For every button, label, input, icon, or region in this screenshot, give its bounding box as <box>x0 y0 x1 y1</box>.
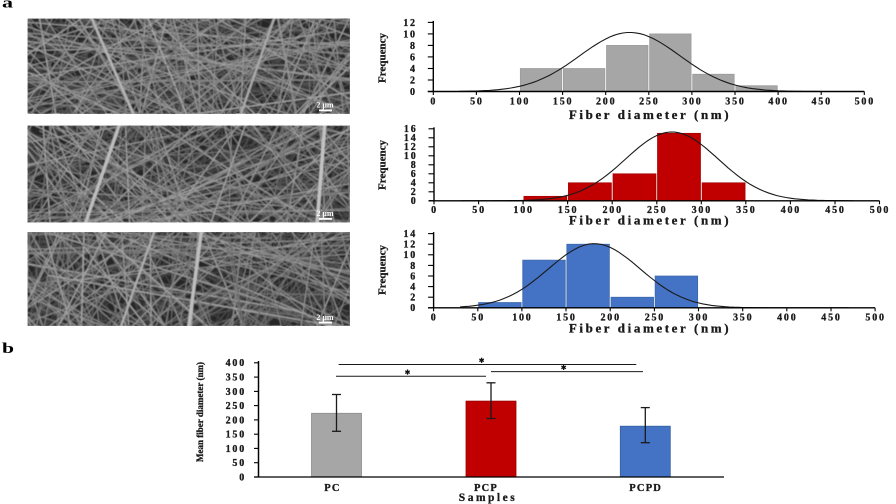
svg-text:Frequency: Frequency <box>377 245 389 295</box>
svg-text:200: 200 <box>596 97 616 108</box>
svg-text:2 μm: 2 μm <box>316 313 334 322</box>
svg-text:250: 250 <box>639 97 659 108</box>
svg-text:200: 200 <box>602 205 622 216</box>
svg-text:8: 8 <box>410 41 417 52</box>
svg-text:400: 400 <box>768 97 788 108</box>
svg-text:400: 400 <box>226 358 246 369</box>
svg-text:150: 150 <box>553 97 573 108</box>
svg-text:50: 50 <box>232 458 246 469</box>
svg-text:PCPD: PCPD <box>629 483 662 494</box>
svg-text:10: 10 <box>404 151 418 162</box>
svg-text:12: 12 <box>403 240 417 251</box>
svg-text:12: 12 <box>404 142 418 153</box>
svg-text:2: 2 <box>411 187 418 198</box>
svg-text:200: 200 <box>226 415 246 426</box>
svg-text:6: 6 <box>411 169 418 180</box>
svg-text:2 μm: 2 μm <box>316 101 334 110</box>
svg-text:100: 100 <box>512 313 532 324</box>
svg-text:50: 50 <box>472 205 486 216</box>
svg-text:Fiber diameter (nm): Fiber diameter (nm) <box>569 213 731 228</box>
svg-text:14: 14 <box>404 133 418 144</box>
svg-text:300: 300 <box>682 97 702 108</box>
svg-text:350: 350 <box>736 205 756 216</box>
svg-text:Mean fiber diameter (nm): Mean fiber diameter (nm) <box>195 362 205 462</box>
svg-text:450: 450 <box>825 205 845 216</box>
svg-text:350: 350 <box>226 373 246 384</box>
svg-text:0: 0 <box>410 87 417 98</box>
svg-text:300: 300 <box>226 387 246 398</box>
svg-text:150: 150 <box>558 205 578 216</box>
svg-text:8: 8 <box>410 261 417 272</box>
svg-text:0: 0 <box>239 472 246 483</box>
svg-text:350: 350 <box>733 313 753 324</box>
svg-text:4: 4 <box>411 178 418 189</box>
svg-text:400: 400 <box>781 205 801 216</box>
svg-text:2 μm: 2 μm <box>316 209 334 218</box>
svg-text:Frequency: Frequency <box>377 140 389 190</box>
svg-text:500: 500 <box>870 205 890 216</box>
svg-text:6: 6 <box>410 52 417 63</box>
svg-text:4: 4 <box>410 282 417 293</box>
svg-text:50: 50 <box>470 97 484 108</box>
svg-text:250: 250 <box>226 401 246 412</box>
svg-text:0: 0 <box>430 97 437 108</box>
svg-text:Fiber diameter (nm): Fiber diameter (nm) <box>569 107 731 122</box>
svg-text:350: 350 <box>725 97 745 108</box>
svg-text:10: 10 <box>403 250 417 261</box>
svg-text:450: 450 <box>821 313 841 324</box>
svg-text:Fiber diameter (nm): Fiber diameter (nm) <box>569 321 731 336</box>
svg-text:150: 150 <box>226 430 246 441</box>
svg-text:16: 16 <box>404 124 418 135</box>
svg-text:0: 0 <box>411 196 418 207</box>
svg-text:Samples: Samples <box>459 492 517 504</box>
svg-text:50: 50 <box>471 313 485 324</box>
svg-text:300: 300 <box>689 313 709 324</box>
svg-text:500: 500 <box>865 313 885 324</box>
svg-text:b: b <box>2 341 14 357</box>
svg-text:100: 100 <box>510 97 530 108</box>
svg-text:PCP: PCP <box>474 483 498 494</box>
svg-text:8: 8 <box>411 160 418 171</box>
svg-text:PC: PC <box>324 483 340 494</box>
svg-text:14: 14 <box>403 229 417 240</box>
svg-text:0: 0 <box>410 303 417 314</box>
svg-text:100: 100 <box>226 444 246 455</box>
svg-text:400: 400 <box>777 313 797 324</box>
svg-text:300: 300 <box>692 205 712 216</box>
svg-text:2: 2 <box>410 75 417 86</box>
svg-text:2: 2 <box>410 293 417 304</box>
svg-text:100: 100 <box>513 205 533 216</box>
svg-text:12: 12 <box>403 18 417 29</box>
svg-text:6: 6 <box>410 271 417 282</box>
svg-text:200: 200 <box>600 313 620 324</box>
svg-text:450: 450 <box>811 97 831 108</box>
svg-text:250: 250 <box>645 313 665 324</box>
svg-text:500: 500 <box>855 97 875 108</box>
svg-text:0: 0 <box>431 205 438 216</box>
svg-text:4: 4 <box>410 64 417 75</box>
svg-text:150: 150 <box>556 313 576 324</box>
svg-text:Frequency: Frequency <box>377 33 389 83</box>
svg-text:10: 10 <box>403 29 417 40</box>
svg-text:250: 250 <box>647 205 667 216</box>
svg-text:0: 0 <box>431 313 438 324</box>
svg-text:a: a <box>2 0 14 12</box>
